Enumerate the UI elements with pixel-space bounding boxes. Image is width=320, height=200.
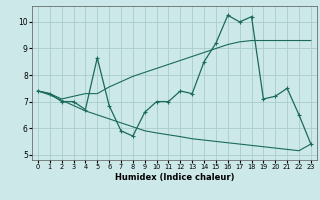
X-axis label: Humidex (Indice chaleur): Humidex (Indice chaleur) bbox=[115, 173, 234, 182]
